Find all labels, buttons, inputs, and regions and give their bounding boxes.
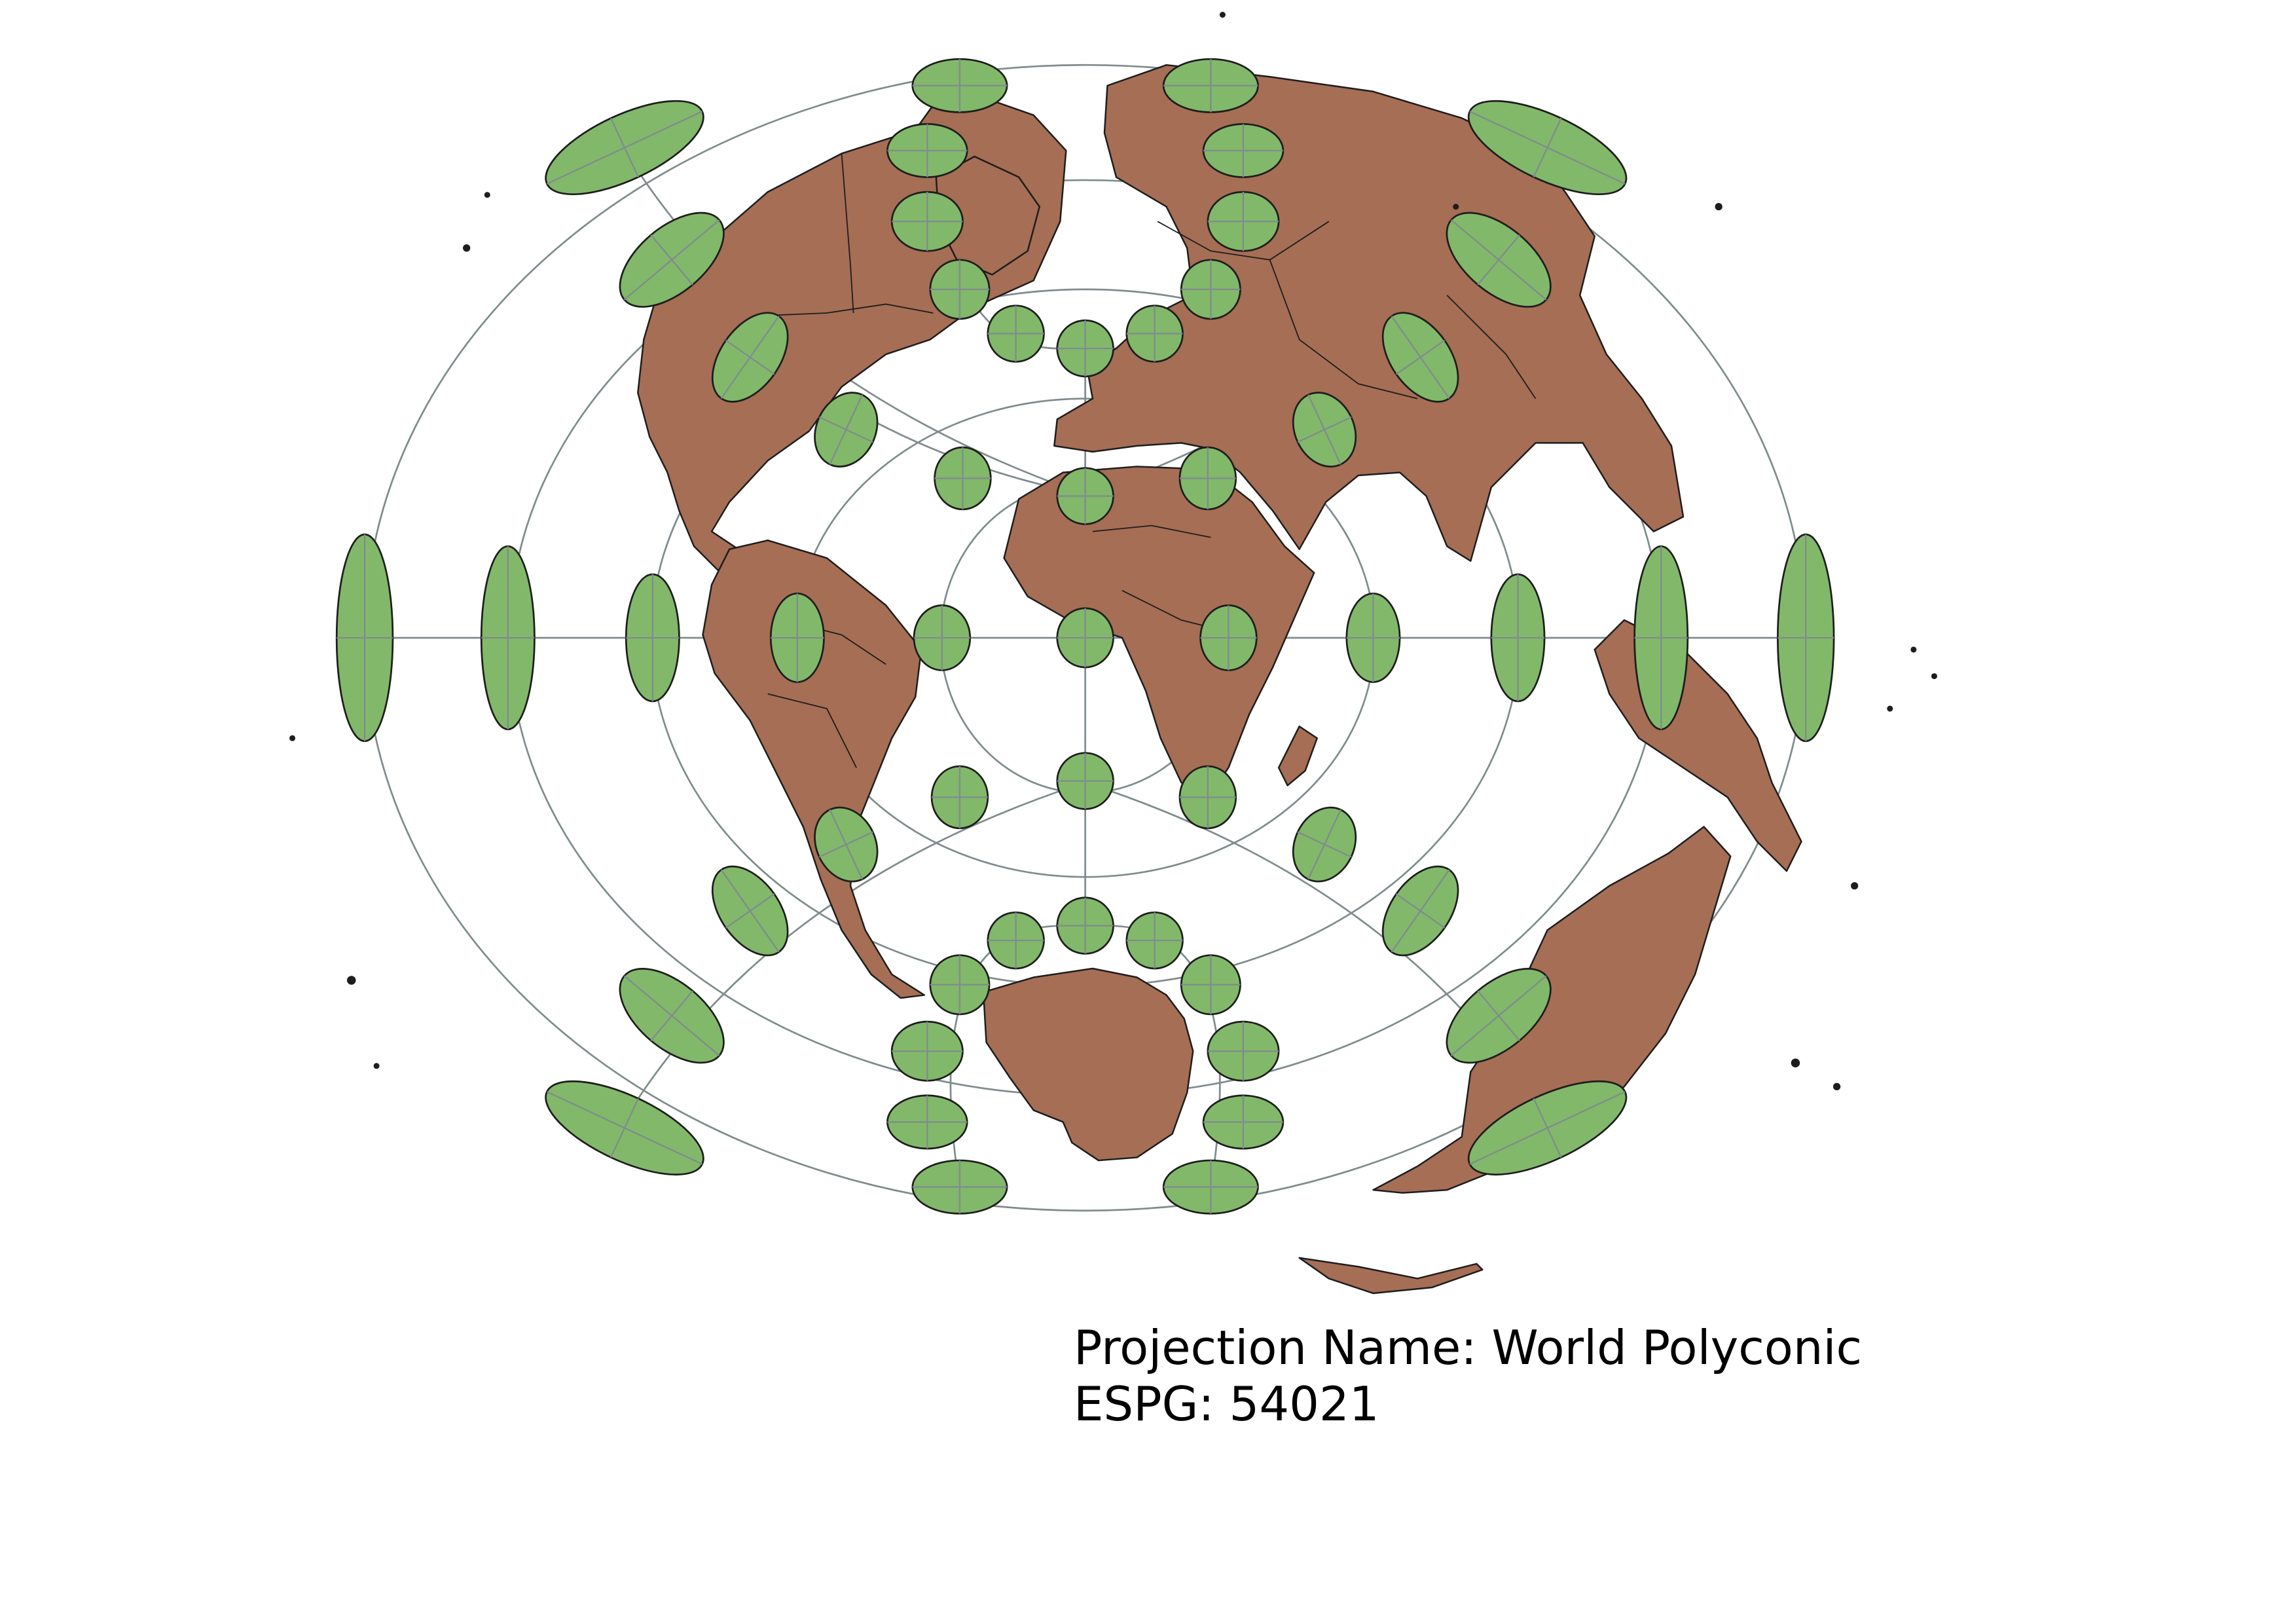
tissot-ellipse — [1056, 467, 1114, 525]
tissot-ellipse — [1178, 765, 1237, 830]
tissot-ellipse — [1490, 573, 1546, 703]
tissot-ellipse — [1202, 123, 1285, 178]
tissot-ellipse — [814, 806, 879, 883]
tissot-indicatrices — [335, 58, 1835, 1215]
tissot-ellipse — [1345, 592, 1401, 683]
tissot-ellipse — [1292, 806, 1357, 883]
tissot-ellipse — [814, 392, 879, 468]
tissot-ellipse — [886, 123, 968, 178]
tissot-ellipse — [987, 911, 1045, 970]
eurasia — [1053, 64, 1685, 562]
projection-name-label: Projection Name: World Polyconic — [1074, 1320, 1863, 1375]
tissot-ellipse — [890, 1020, 964, 1082]
tissot-ellipse — [930, 765, 989, 830]
tissot-ellipse — [1162, 1159, 1259, 1215]
tissot-ellipse — [711, 865, 789, 957]
tissot-ellipse — [545, 1080, 704, 1176]
tissot-ellipse — [1467, 100, 1628, 196]
tissot-ellipse — [1125, 304, 1184, 363]
tissot-ellipse — [1777, 533, 1835, 743]
tissot-ellipse — [1633, 545, 1689, 731]
tissot-ellipse — [1125, 911, 1184, 970]
tissot-ellipse — [1446, 968, 1552, 1064]
tissot-ellipse — [1056, 319, 1114, 378]
tissot-ellipse — [619, 968, 725, 1064]
tissot-ellipse — [890, 191, 964, 252]
tissot-ellipse — [1180, 259, 1241, 320]
epsg-label: ESPG: 54021 — [1074, 1376, 1379, 1431]
tissot-ellipse — [335, 533, 394, 743]
tissot-ellipse — [1207, 1020, 1280, 1082]
madagascar — [1277, 725, 1318, 786]
tissot-ellipse — [769, 592, 825, 683]
tissot-ellipse — [1162, 58, 1259, 113]
tissot-ellipse — [545, 100, 704, 196]
country-borders — [756, 153, 1537, 768]
africa — [1003, 466, 1315, 798]
antarctica — [982, 967, 1194, 1162]
tissot-ellipse — [1178, 446, 1237, 511]
tissot-ellipse — [987, 304, 1045, 363]
tissot-ellipse — [929, 954, 991, 1016]
tissot-ellipse — [911, 58, 1008, 113]
tissot-ellipse — [886, 1094, 968, 1150]
tissot-ellipse — [480, 545, 536, 731]
australia — [1372, 826, 1732, 1194]
tissot-ellipse — [1056, 752, 1114, 810]
tissot-ellipse — [913, 604, 972, 671]
tissot-ellipse — [1056, 607, 1114, 669]
tissot-ellipse — [1381, 312, 1459, 403]
tissot-ellipse — [1381, 865, 1459, 957]
tissot-ellipse — [929, 259, 991, 320]
tissot-ellipse — [1467, 1080, 1628, 1176]
tissot-ellipse — [1180, 954, 1241, 1016]
island-specks — [289, 12, 1937, 1090]
tissot-ellipse — [711, 312, 789, 403]
tissot-ellipse — [1207, 191, 1280, 252]
tissot-ellipse — [911, 1159, 1008, 1215]
tissot-ellipse — [625, 573, 680, 703]
tissot-ellipse — [1202, 1094, 1285, 1150]
tissot-ellipse — [1199, 604, 1258, 671]
tissot-ellipse — [934, 446, 992, 511]
tissot-ellipse — [1446, 212, 1552, 308]
tissot-ellipse — [619, 212, 725, 308]
tissot-ellipse — [1292, 392, 1357, 468]
tissot-ellipse — [1056, 896, 1114, 955]
new-zealand — [1298, 1257, 1484, 1295]
